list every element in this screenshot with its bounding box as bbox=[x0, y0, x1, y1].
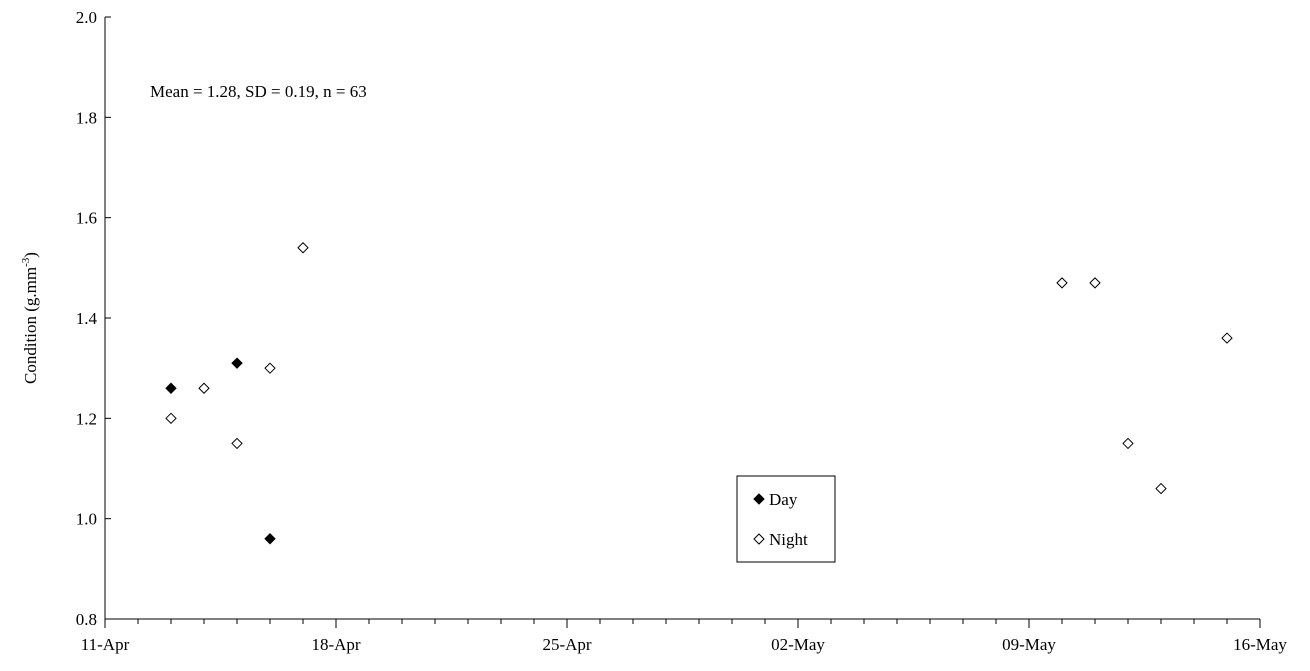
y-tick-label: 1.6 bbox=[76, 209, 97, 228]
data-point bbox=[297, 242, 309, 254]
data-point bbox=[231, 437, 243, 450]
y-tick-label: 0.8 bbox=[76, 610, 97, 629]
y-axis: 0.8 1.0 1.2 1.4 1.6 1.8 2.0 bbox=[76, 8, 111, 629]
legend-box bbox=[736, 475, 836, 563]
x-tick-label: 02-May bbox=[771, 635, 825, 654]
data-point bbox=[165, 382, 177, 394]
data-point bbox=[1221, 332, 1233, 344]
legend-marker bbox=[753, 493, 765, 505]
data-point bbox=[1056, 277, 1068, 289]
legend-marker bbox=[753, 533, 765, 545]
data-point bbox=[1089, 277, 1101, 289]
summary-annotation: Mean = 1.28, SD = 0.19, n = 63 bbox=[150, 82, 367, 101]
y-tick-label: 1.8 bbox=[76, 108, 97, 127]
data-point bbox=[165, 412, 177, 425]
y-tick-label: 1.2 bbox=[76, 409, 97, 428]
data-point bbox=[264, 533, 276, 545]
legend-label: Day bbox=[769, 490, 798, 509]
series-night bbox=[165, 242, 1233, 495]
x-tick-label: 09-May bbox=[1002, 635, 1056, 654]
data-point bbox=[198, 382, 210, 394]
y-axis-title: Condition (g.mm-3) bbox=[20, 252, 40, 384]
x-tick-label: 16-May bbox=[1233, 635, 1287, 654]
x-axis: 11-Apr 18-Apr 25-Apr 02-May 09-May 16-May bbox=[81, 618, 1287, 654]
x-tick-label: 11-Apr bbox=[81, 635, 130, 654]
data-point bbox=[231, 357, 243, 369]
legend-label: Night bbox=[769, 530, 808, 549]
x-tick-label: 18-Apr bbox=[311, 635, 360, 654]
data-points bbox=[165, 242, 1233, 545]
series-day bbox=[165, 357, 276, 545]
y-axis-title-text: Condition (g.mm bbox=[21, 267, 40, 384]
y-tick-label: 1.4 bbox=[76, 309, 98, 328]
data-point bbox=[1155, 482, 1167, 495]
x-tick-label: 25-Apr bbox=[542, 635, 591, 654]
y-tick-label: 1.0 bbox=[76, 510, 97, 529]
y-axis-title-close: ) bbox=[21, 252, 40, 258]
y-axis-title-superscript: -3 bbox=[20, 257, 32, 267]
legend: Day Night bbox=[736, 475, 836, 563]
y-tick-label: 2.0 bbox=[76, 8, 97, 27]
data-point bbox=[264, 362, 276, 374]
data-point bbox=[1122, 437, 1134, 450]
